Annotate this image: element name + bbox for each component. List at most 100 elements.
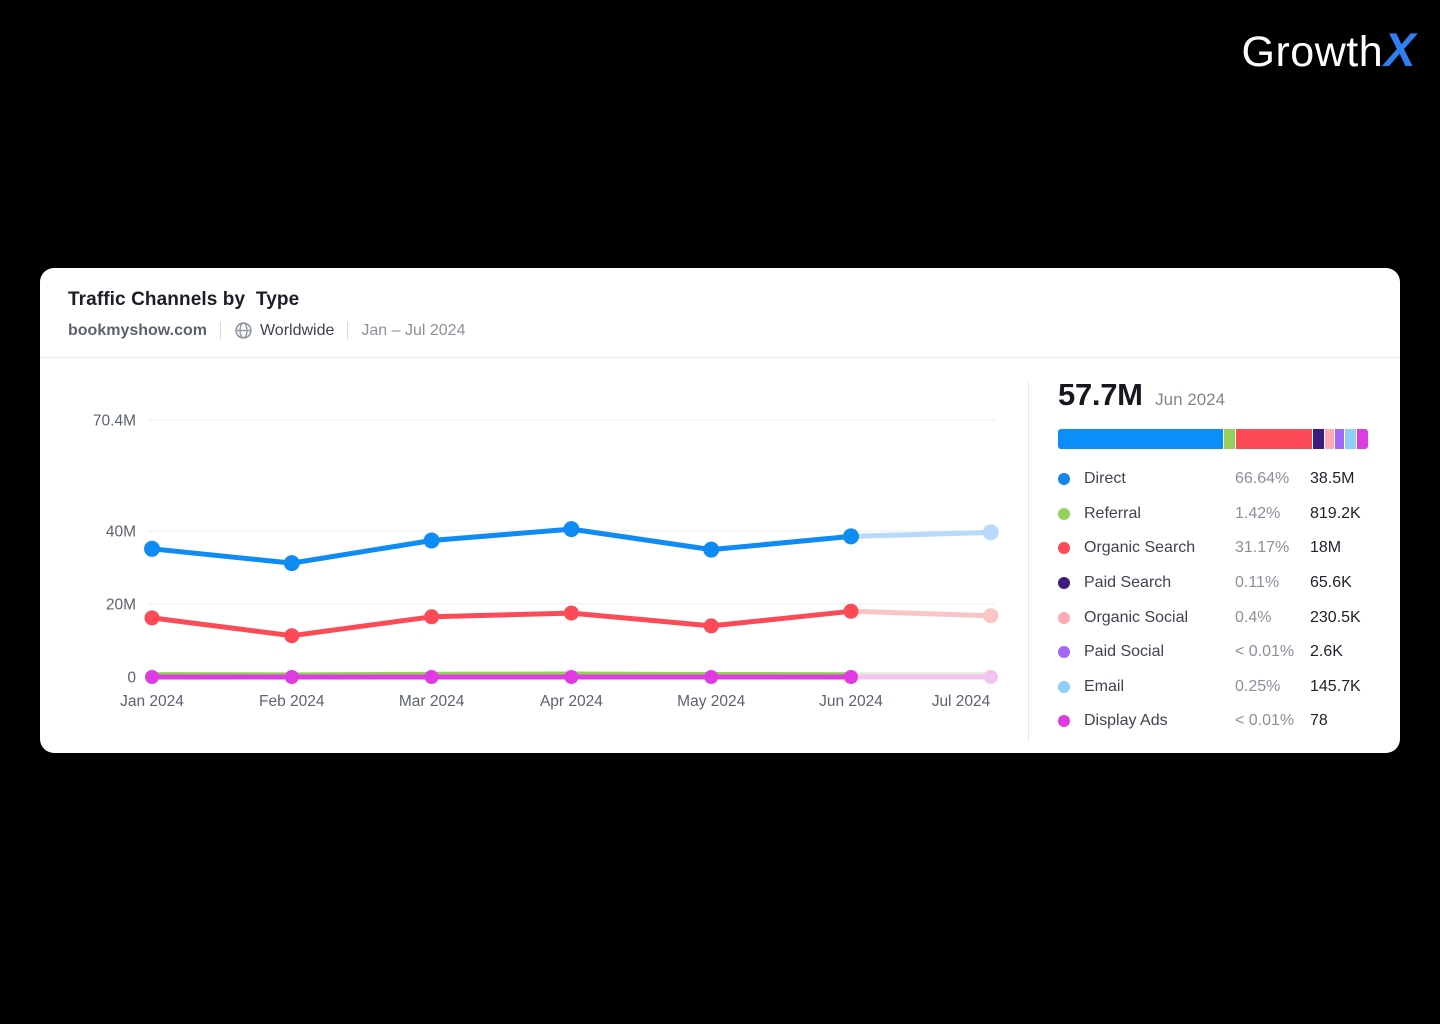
x-tick-label: Feb 2024 <box>259 693 325 710</box>
organic-search-point-2[interactable] <box>424 609 440 625</box>
direct-point-2[interactable] <box>423 532 440 549</box>
display-ads-point-1[interactable] <box>284 670 299 684</box>
y-tick-label: 40M <box>106 523 136 540</box>
region-label: Worldwide <box>259 321 335 339</box>
y-tick-label: 20M <box>106 596 136 613</box>
legend-row-paid-search[interactable]: Paid Search 0.11% 65.6K <box>1058 566 1370 601</box>
monthly-total-summary: 57.7M Jun 2024 <box>1058 376 1400 420</box>
legend-percent: 0.11% <box>1235 574 1280 592</box>
share-segment-referral[interactable] <box>1224 429 1236 449</box>
legend-row-referral[interactable]: Referral 1.42% 819.2K <box>1058 497 1370 532</box>
share-segment-paid-search[interactable] <box>1313 429 1324 449</box>
legend-value: 38.5M <box>1310 470 1355 488</box>
organic-search-point-1[interactable] <box>284 628 300 644</box>
display-ads-point-5[interactable] <box>844 670 858 684</box>
share-segment-organic-social[interactable] <box>1324 429 1334 449</box>
legend-value: 145.7K <box>1310 677 1361 695</box>
x-tick-label: Jan 2024 <box>120 693 184 710</box>
direct-point-5[interactable] <box>843 528 859 545</box>
divider <box>347 321 349 340</box>
legend-row-display-ads[interactable]: Display Ads < 0.01% 78 <box>1058 704 1370 739</box>
legend-row-organic-social[interactable]: Organic Social 0.4% 230.5K <box>1058 600 1370 635</box>
brand-logo: GrowthX <box>1242 22 1416 79</box>
x-tick-label: Apr 2024 <box>540 693 603 710</box>
legend-label: Paid Social <box>1084 643 1165 661</box>
direct-point-1[interactable] <box>283 555 300 572</box>
paid-search-bullet-icon <box>1058 577 1070 590</box>
channel-legend-list: Direct 66.64% 38.5M Referral 1.42% 819.2K Orga… <box>1058 462 1370 739</box>
display-ads-point-2[interactable] <box>424 670 439 684</box>
brand-logo-accent: X <box>1384 23 1416 76</box>
legend-value: 2.6K <box>1310 643 1343 661</box>
share-segment-direct[interactable] <box>1058 429 1224 449</box>
legend-row-direct[interactable]: Direct 66.64% 38.5M <box>1058 462 1370 497</box>
direct-point-3[interactable] <box>563 521 580 538</box>
display-ads-point-3[interactable] <box>564 670 579 684</box>
paid-social-bullet-icon <box>1058 646 1070 659</box>
legend-label: Display Ads <box>1084 712 1168 730</box>
legend-percent: 0.4% <box>1235 608 1272 626</box>
legend-row-email[interactable]: Email 0.25% 145.7K <box>1058 670 1370 705</box>
legend-label: Organic Social <box>1084 608 1189 626</box>
y-tick-label: 0 <box>127 670 136 687</box>
x-tick-label: Jul 2024 <box>932 693 991 710</box>
panel-divider <box>1028 382 1029 742</box>
date-range-label: Jan – Jul 2024 <box>361 321 466 339</box>
share-segment-email[interactable] <box>1345 429 1356 449</box>
legend-percent: 0.25% <box>1235 677 1281 695</box>
direct-point-0[interactable] <box>144 540 160 557</box>
organic-search-point-3[interactable] <box>563 605 579 621</box>
legend-percent: 1.42% <box>1235 504 1281 522</box>
legend-value: 65.6K <box>1310 574 1352 592</box>
total-visits-period: Jun 2024 <box>1155 390 1226 409</box>
legend-percent: < 0.01% <box>1235 712 1295 730</box>
legend-value: 78 <box>1310 712 1328 730</box>
display-ads-point-4[interactable] <box>704 670 719 684</box>
x-tick-label: Jun 2024 <box>819 693 883 710</box>
channels-legend-panel: 57.7M Jun 2024 Direct 66.64% 38.5M Referral… <box>1029 358 1400 752</box>
share-segment-display-ads[interactable] <box>1356 429 1368 449</box>
legend-label: Email <box>1084 677 1125 695</box>
legend-label: Referral <box>1084 504 1141 522</box>
organic-search-point-0[interactable] <box>144 610 160 626</box>
channel-share-bar <box>1058 429 1368 449</box>
display-ads-point-6[interactable] <box>983 670 998 684</box>
legend-row-paid-social[interactable]: Paid Social < 0.01% 2.6K <box>1058 635 1370 670</box>
legend-value: 18M <box>1310 539 1342 557</box>
organic-search-bullet-icon <box>1058 542 1070 555</box>
card-body: 70.4M 40M 20M 0 Jan 2024 Feb 2024 Mar 2024 Apr … <box>40 358 1400 752</box>
domain-label: bookmyshow.com <box>68 321 207 339</box>
card-header: Traffic Channels by Type bookmyshow.com … <box>40 268 1400 358</box>
globe-icon <box>234 321 253 340</box>
share-segment-paid-social[interactable] <box>1334 429 1345 449</box>
organic-social-bullet-icon <box>1058 611 1070 624</box>
total-visits-value: 57.7M <box>1058 377 1143 412</box>
direct-point-4[interactable] <box>703 541 720 558</box>
card-subheader: bookmyshow.com Worldwide Jan – Jul 2024 <box>68 321 1372 340</box>
legend-value: 819.2K <box>1310 504 1361 522</box>
legend-value: 230.5K <box>1310 608 1361 626</box>
display-ads-bullet-icon <box>1058 715 1070 728</box>
organic-search-point-4[interactable] <box>703 618 719 634</box>
direct-bullet-icon <box>1058 473 1070 486</box>
legend-percent: 31.17% <box>1235 539 1290 557</box>
x-tick-label: Mar 2024 <box>399 693 465 710</box>
legend-row-organic-search[interactable]: Organic Search 31.17% 18M <box>1058 531 1370 566</box>
line-chart-canvas: 70.4M 40M 20M 0 Jan 2024 Feb 2024 Mar 2024 Apr … <box>93 412 999 710</box>
x-tick-label: May 2024 <box>677 693 745 710</box>
legend-percent: < 0.01% <box>1235 643 1295 661</box>
card-title: Traffic Channels by Type <box>68 289 300 310</box>
referral-bullet-icon <box>1058 507 1070 520</box>
y-tick-label: 70.4M <box>93 412 136 429</box>
legend-label: Direct <box>1084 470 1126 488</box>
organic-search-point-6[interactable] <box>983 608 999 624</box>
legend-label: Paid Search <box>1084 574 1172 592</box>
organic-search-point-5[interactable] <box>843 603 859 619</box>
brand-logo-text: Growth <box>1241 28 1384 76</box>
display-ads-point-0[interactable] <box>145 670 159 684</box>
email-bullet-icon <box>1058 680 1070 693</box>
traffic-channels-card: Traffic Channels by Type bookmyshow.com … <box>40 268 1400 753</box>
direct-point-6[interactable] <box>982 524 999 541</box>
share-segment-organic-search[interactable] <box>1236 429 1313 449</box>
